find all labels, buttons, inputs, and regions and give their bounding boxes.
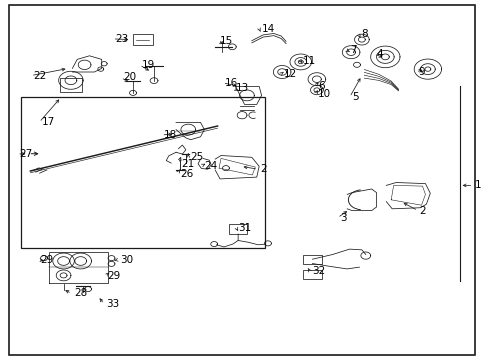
Text: 2: 2 (419, 206, 426, 216)
Text: 28: 28 (74, 288, 87, 298)
Text: 17: 17 (41, 117, 55, 127)
Text: 26: 26 (180, 168, 193, 179)
Text: 20: 20 (123, 72, 136, 82)
Text: 25: 25 (190, 152, 203, 162)
Text: 29: 29 (107, 271, 121, 282)
Text: 21: 21 (181, 159, 194, 169)
Text: 8: 8 (360, 29, 367, 39)
Text: 1: 1 (474, 180, 481, 190)
Bar (133, 34, 152, 45)
Text: 4: 4 (376, 49, 383, 59)
Text: 23: 23 (115, 34, 128, 44)
Text: 10: 10 (317, 89, 330, 99)
Text: 27: 27 (20, 149, 33, 159)
Text: 13: 13 (235, 83, 248, 93)
Text: 7: 7 (349, 45, 356, 55)
Text: 29: 29 (40, 255, 53, 265)
Text: 24: 24 (204, 161, 217, 171)
Text: 3: 3 (339, 213, 346, 223)
Bar (228, 224, 247, 234)
Text: 9: 9 (417, 67, 424, 77)
Text: 19: 19 (142, 60, 155, 70)
Text: 14: 14 (261, 24, 274, 34)
Text: 5: 5 (351, 92, 358, 102)
Bar (303, 255, 321, 264)
Text: 30: 30 (120, 255, 133, 265)
Bar (60, 78, 81, 92)
Text: 11: 11 (303, 56, 316, 66)
Text: 12: 12 (283, 69, 296, 79)
Text: 32: 32 (311, 266, 325, 276)
Text: 15: 15 (220, 36, 233, 46)
Text: 22: 22 (33, 71, 46, 81)
Bar (303, 270, 321, 279)
Text: 16: 16 (224, 78, 238, 88)
Bar (20, 97, 264, 248)
Text: 18: 18 (163, 130, 177, 140)
Text: 2: 2 (260, 164, 266, 174)
Text: 6: 6 (317, 81, 324, 91)
Text: 31: 31 (238, 222, 251, 233)
Text: 33: 33 (106, 299, 120, 309)
